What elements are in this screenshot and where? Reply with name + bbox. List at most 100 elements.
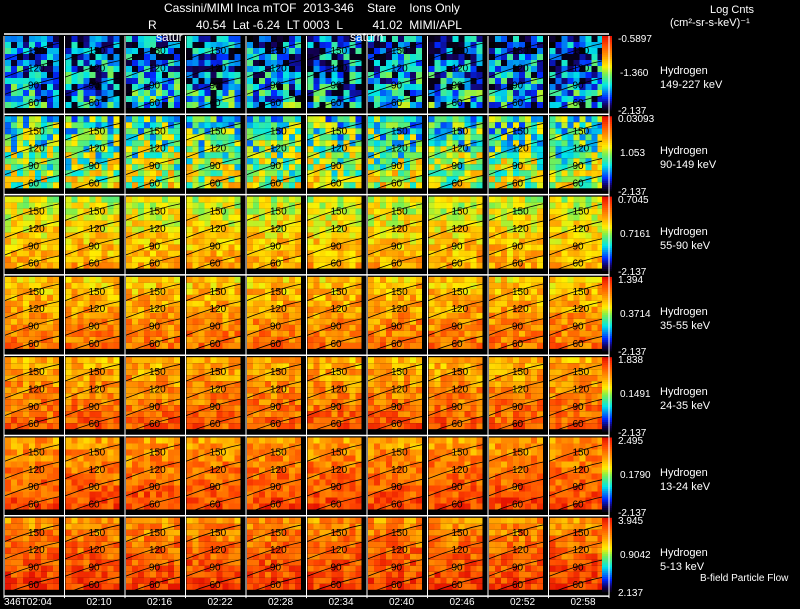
heat-cell [519,102,525,108]
heat-cell [210,306,217,313]
heat-cell [283,128,289,135]
colorbar-segment [602,294,612,297]
heat-cell [259,122,265,129]
heat-cell [204,336,211,343]
heat-cell [41,393,47,400]
contour-label: 120 [210,224,227,235]
heat-cell [174,330,180,337]
heat-cell [265,288,271,295]
heat-cell [47,48,53,54]
heat-cell [295,276,301,283]
heat-cell [567,90,574,96]
heat-cell [168,336,174,343]
heat-cell [501,276,507,283]
heat-cell [53,90,59,96]
heat-cell [132,330,138,337]
heat-cell [597,244,604,251]
heat-cell [107,250,114,257]
heat-cell [138,318,144,325]
heat-cell [41,357,47,364]
heat-cell [107,78,114,84]
heat-cell [355,312,362,319]
heat-cell [11,294,17,301]
heat-cell [35,66,41,72]
heat-cell [331,330,338,337]
heat-cell [65,54,72,60]
heat-cell [392,72,398,78]
heat-cell [476,170,483,177]
heat-cell [5,288,11,295]
heat-cell [501,140,507,147]
heat-cell [519,312,525,319]
heat-cell [513,78,519,84]
heat-cell [343,324,350,331]
contour-label: 150 [391,207,408,218]
heat-cell [495,158,501,165]
heat-cell [23,250,29,257]
heat-cell [150,146,156,153]
colorbar-segment [602,158,612,161]
heat-cell [349,324,356,331]
heat-cell [319,208,326,215]
heat-cell [380,146,386,153]
heat-cell [35,393,41,400]
heat-cell [519,48,525,54]
heat-cell [416,214,422,221]
contour-line [124,299,186,319]
heat-cell [531,128,537,135]
heat-cell [198,42,205,48]
heat-cell [41,116,47,123]
heat-cell [343,238,350,245]
heat-cell [573,36,580,42]
heat-cell [289,330,295,337]
heat-cell [29,312,35,319]
colorbar-segment [602,135,612,138]
heat-cell [470,72,477,78]
contour-line [3,121,65,141]
contour-label: 120 [149,224,166,235]
contour-label: 90 [452,81,464,92]
heat-cell [222,78,229,84]
heat-cell [440,324,447,331]
heat-cell [265,42,271,48]
heat-cell [579,60,586,66]
heat-cell [567,342,574,349]
heat-cell [53,164,59,171]
heat-cell [83,152,90,159]
heat-cell [374,238,380,245]
contour-label: 90 [210,322,222,333]
heat-cell [591,182,598,189]
heat-cell [198,152,205,159]
heat-cell [392,48,398,54]
heat-cell [29,164,35,171]
heat-cell [501,72,507,78]
heat-cell [29,399,35,406]
heat-cell [156,78,162,84]
heat-cell [259,116,265,123]
heat-cell [17,330,23,337]
heat-cell [5,84,11,90]
heat-cell [204,256,211,263]
heat-cell [11,262,17,269]
colorbar-segment [602,76,612,79]
heat-cell [349,256,356,263]
heat-cell [464,276,471,283]
heat-cell [5,318,11,325]
heat-cell [307,276,314,283]
heat-cell [495,202,501,209]
heat-cell [53,36,59,42]
heat-cell [355,256,362,263]
colorbar-segment [602,171,612,175]
heat-cell [374,134,380,141]
heat-cell [150,48,156,54]
heat-cell [355,208,362,215]
heat-cell [83,140,90,147]
heat-cell [107,196,114,203]
heat-cell [17,357,23,364]
heat-cell [132,208,138,215]
heat-cell [355,128,362,135]
heat-cell [247,256,253,263]
heat-cell [168,116,174,123]
heat-cell [404,306,410,313]
